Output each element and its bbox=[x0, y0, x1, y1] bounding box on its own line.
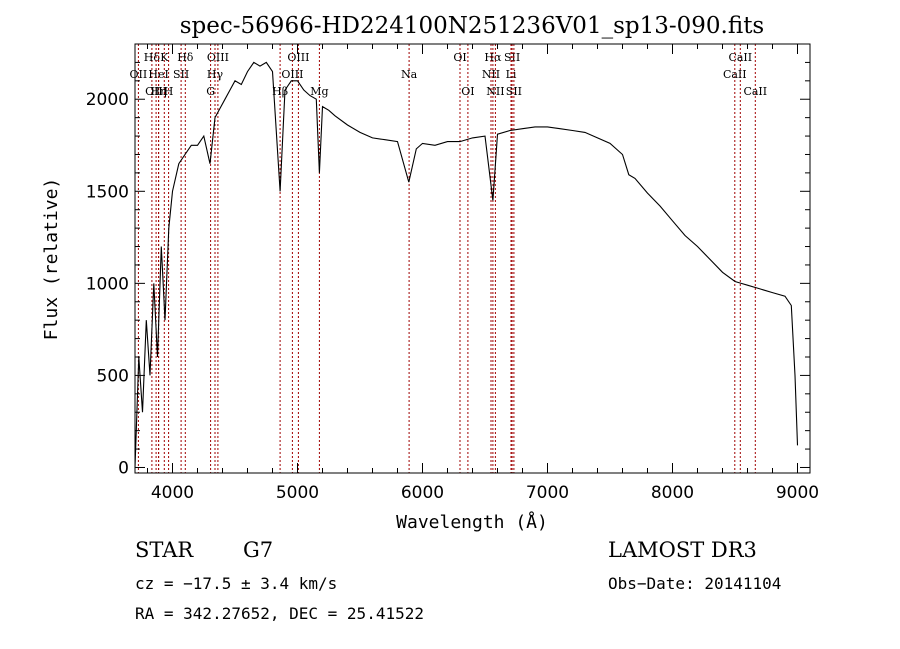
line-marker-layer: Hδ OII OIII K HeI Hη SII H Hδ OIII Hγ G Hβ OIII OIII Mg… bbox=[130, 44, 767, 473]
x-tick-label: 5000 bbox=[276, 483, 319, 503]
line-marker-label: NII bbox=[482, 68, 500, 81]
line-marker-label: Hη bbox=[151, 85, 167, 98]
line-marker-label: Hα bbox=[484, 51, 502, 64]
y-tick-label: 1000 bbox=[86, 274, 129, 294]
y-tick-label: 0 bbox=[118, 458, 129, 478]
x-tick-label: 4000 bbox=[151, 483, 194, 503]
line-marker-label: Hγ bbox=[207, 68, 224, 81]
line-marker-label: OIII bbox=[207, 51, 229, 64]
x-tick-label: 7000 bbox=[526, 483, 569, 503]
line-marker-label: Hβ bbox=[272, 85, 288, 98]
x-tick-label: 8000 bbox=[651, 483, 694, 503]
x-tick-label: 9000 bbox=[776, 483, 819, 503]
line-marker-label: SII bbox=[173, 68, 189, 81]
line-marker-label: NII bbox=[486, 85, 504, 98]
line-marker-label: H bbox=[164, 85, 174, 98]
y-tick-label: 500 bbox=[97, 366, 129, 386]
chart-title: spec-56966-HD224100N251236V01_sp13-090.f… bbox=[180, 13, 765, 39]
line-marker-label: K bbox=[160, 51, 169, 64]
cz-value: cz = −17.5 ± 3.4 km/s bbox=[135, 574, 338, 593]
y-tick-label: 2000 bbox=[86, 90, 129, 110]
obs-date: Obs−Date: 20141104 bbox=[608, 574, 782, 593]
line-marker-label: Hδ bbox=[177, 51, 194, 64]
line-marker-label: OIII bbox=[145, 85, 167, 98]
axis-tick-layer: 4000 5000 6000 7000 8000 9000 0 500 1000 1500 2000 bbox=[86, 44, 819, 503]
line-marker-label: OIII bbox=[281, 68, 303, 81]
line-marker-label: OI bbox=[453, 51, 466, 64]
survey-name: LAMOST DR3 bbox=[608, 538, 757, 562]
line-marker-label: Na bbox=[401, 68, 418, 81]
x-tick-label: 6000 bbox=[401, 483, 444, 503]
coordinates: RA = 342.27652, DEC = 25.41522 bbox=[135, 604, 424, 623]
object-class: STAR bbox=[135, 538, 194, 562]
line-marker-label: OI bbox=[461, 85, 474, 98]
x-axis-title: Wavelength (Å) bbox=[396, 511, 548, 533]
line-marker-label: Hδ bbox=[144, 51, 161, 64]
spectral-subclass: G7 bbox=[243, 538, 274, 562]
line-marker-label: SII bbox=[504, 51, 520, 64]
line-marker-label: SII bbox=[506, 85, 522, 98]
line-marker-label: Mg bbox=[310, 85, 328, 98]
line-marker-label: Li bbox=[506, 68, 517, 81]
y-tick-label: 1500 bbox=[86, 182, 129, 202]
line-marker-label: CaII bbox=[723, 68, 747, 81]
spectrum-line bbox=[134, 61, 799, 468]
line-marker-label: OIII bbox=[287, 51, 309, 64]
line-marker-label: OII bbox=[130, 68, 148, 81]
line-marker-label: CaII bbox=[743, 85, 767, 98]
y-axis-title: Flux (relative) bbox=[41, 178, 62, 341]
line-marker-label: CaII bbox=[728, 51, 752, 64]
line-marker-label: G bbox=[206, 85, 215, 98]
line-marker-label: HeI bbox=[148, 68, 168, 81]
